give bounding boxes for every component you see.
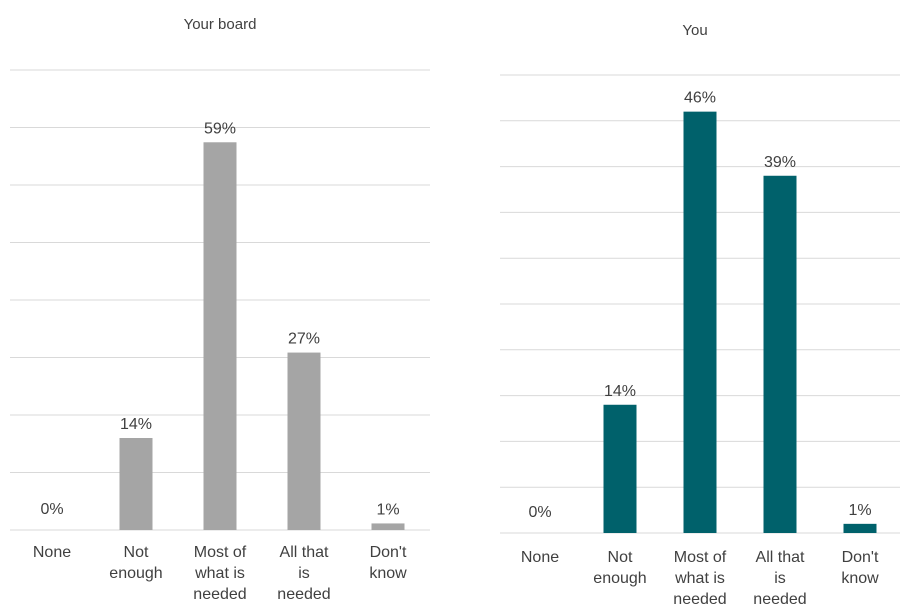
bar (603, 404, 637, 533)
category-label: None (33, 544, 71, 561)
data-label: 27% (288, 331, 320, 348)
chart-your-board: Your board 0% None 14% Not enough 59% Most of w… (0, 0, 440, 615)
data-label: 0% (528, 504, 551, 521)
category-label: needed (753, 591, 806, 608)
bar (683, 111, 717, 533)
category-label: know (369, 565, 407, 582)
category-label: needed (193, 586, 246, 603)
data-label: 1% (848, 502, 871, 519)
data-label: 0% (40, 501, 63, 518)
bar (843, 523, 877, 533)
category-label: Most of (674, 549, 727, 566)
bar (287, 352, 321, 530)
category-label: needed (673, 591, 726, 608)
category-label: Don't (842, 549, 879, 566)
category-label: enough (593, 570, 646, 587)
chart-plot: 0% None 14% Not enough 46% Most of what is neede… (500, 74, 900, 608)
data-label: 59% (204, 120, 236, 137)
bar (203, 142, 237, 531)
bar (371, 523, 405, 530)
category-label: Not (608, 549, 633, 566)
chart-plot: 0% None 14% Not enough 59% Most of what is neede… (10, 69, 430, 603)
category-label: None (521, 549, 559, 566)
data-label: 14% (120, 416, 152, 433)
category-label: know (841, 570, 879, 587)
category-label: Not (124, 544, 149, 561)
category-label: what is (194, 565, 245, 582)
chart-title: You (682, 22, 708, 39)
chart-you: You 0% None 14% Not enough 46% Most of what is n… (490, 0, 908, 615)
category-label: is (774, 570, 786, 587)
category-label: what is (674, 570, 725, 587)
category-label: All that (756, 549, 805, 566)
bar (763, 175, 797, 533)
data-label: 1% (376, 501, 399, 518)
data-label: 14% (604, 383, 636, 400)
category-label: needed (277, 586, 330, 603)
category-label: All that (280, 544, 329, 561)
category-label: Don't (370, 544, 407, 561)
category-label: enough (109, 565, 162, 582)
data-label: 46% (684, 90, 716, 107)
bar (119, 438, 153, 530)
category-label: is (298, 565, 310, 582)
chart-title: Your board (183, 16, 257, 33)
category-label: Most of (194, 544, 247, 561)
data-label: 39% (764, 154, 796, 171)
